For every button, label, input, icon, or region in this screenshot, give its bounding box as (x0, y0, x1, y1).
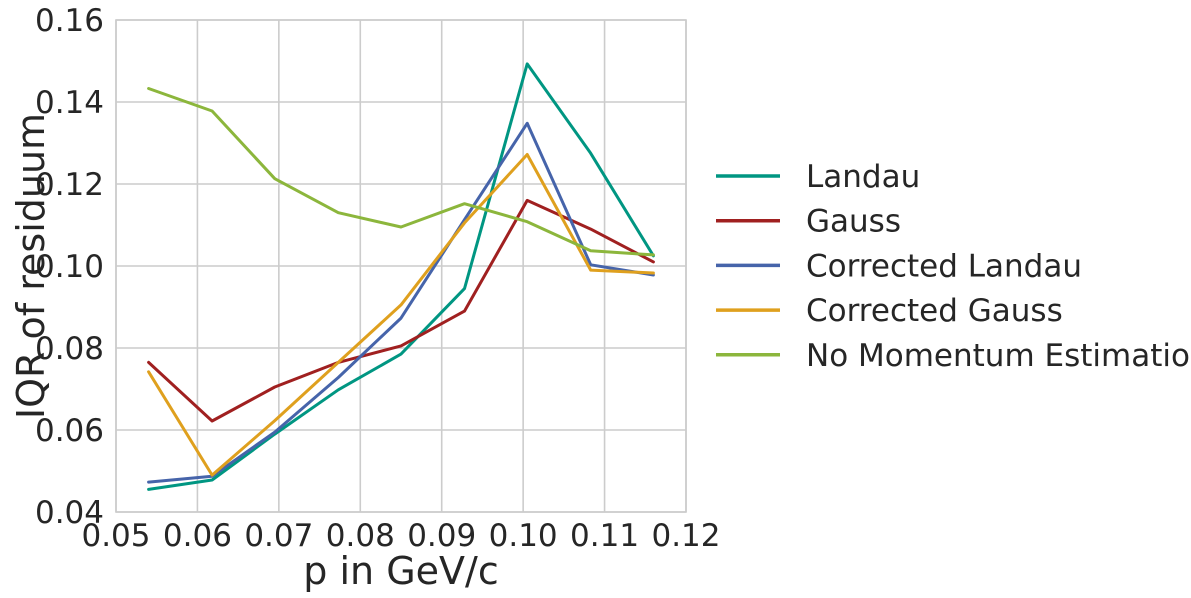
legend: Landau Gauss Corrected Landau Corrected Gau… (716, 159, 1191, 374)
legend-label-no-momentum-estimation: No Momentum Estimation (806, 338, 1191, 374)
x-tick-labels: 0.05 0.06 0.07 0.08 0.09 0.10 0.11 0.12 (81, 518, 720, 554)
legend-label-corrected-gauss: Corrected Gauss (806, 293, 1063, 329)
x-tick-label: 0.06 (163, 518, 232, 554)
legend-label-landau: Landau (806, 159, 920, 195)
x-tick-label: 0.05 (81, 518, 150, 554)
series-line-no-momentum-estimation (147, 87, 655, 257)
x-tick-label: 0.11 (570, 518, 639, 554)
x-tick-label: 0.07 (244, 518, 313, 554)
x-tick-label: 0.08 (326, 518, 395, 554)
y-tick-labels: 0.04 0.06 0.08 0.10 0.12 0.14 0.16 (35, 3, 104, 531)
legend-label-corrected-landau: Corrected Landau (806, 248, 1082, 284)
x-tick-label: 0.10 (489, 518, 558, 554)
plot-frame (115, 19, 687, 513)
y-axis-label: IQR of residuum (9, 113, 53, 419)
x-tick-label: 0.12 (651, 518, 720, 554)
legend-label-gauss: Gauss (806, 204, 901, 240)
y-tick-label: 0.10 (35, 249, 104, 285)
y-tick-label: 0.14 (35, 85, 104, 121)
y-tick-label: 0.04 (35, 495, 104, 531)
series-line-corrected-gauss (147, 153, 655, 477)
series-line-corrected-landau (147, 121, 655, 484)
x-tick-label: 0.09 (407, 518, 476, 554)
y-tick-label: 0.06 (35, 413, 104, 449)
x-axis-label: p in GeV/c (303, 549, 498, 593)
y-tick-label: 0.12 (35, 167, 104, 203)
series-lines (147, 62, 655, 491)
series-line-landau (147, 62, 655, 491)
y-tick-label: 0.08 (35, 331, 104, 367)
grid (115, 19, 687, 513)
y-tick-label: 0.16 (35, 3, 104, 39)
